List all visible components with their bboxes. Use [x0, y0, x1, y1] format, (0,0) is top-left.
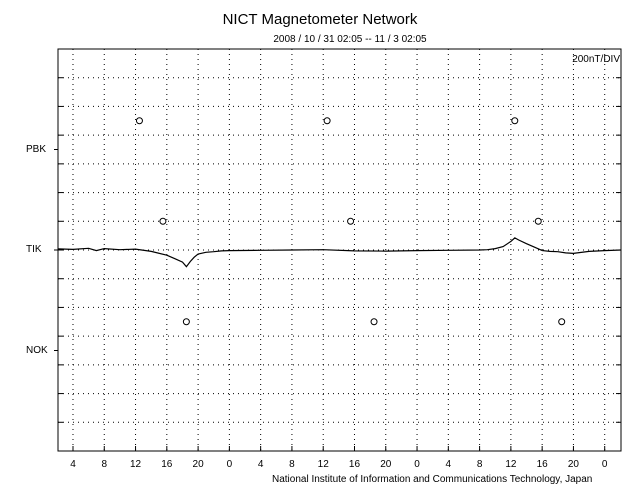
series-line-tik — [57, 237, 622, 268]
station-label-nok: NOK — [26, 344, 48, 356]
midnight-marker-tik — [534, 217, 542, 225]
x-tick-label: 4 — [70, 459, 76, 470]
x-tick-label: 4 — [446, 459, 452, 470]
scale-label: 200nT/DIV — [572, 54, 620, 65]
midnight-marker-nok — [558, 318, 566, 326]
x-tick-label: 12 — [318, 459, 330, 470]
date-range: 2008 / 10 / 31 02:05 -- 11 / 3 02:05 — [273, 34, 427, 45]
midnight-marker-nok — [182, 318, 190, 326]
midnight-marker-pbk — [323, 117, 331, 125]
x-tick-label: 12 — [130, 459, 142, 470]
x-tick-label: 0 — [227, 459, 233, 470]
x-tick-label: 20 — [380, 459, 392, 470]
midnight-marker-tik — [159, 217, 167, 225]
midnight-marker-nok — [370, 318, 378, 326]
x-tick-label: 20 — [568, 459, 580, 470]
x-tick-label: 8 — [477, 459, 483, 470]
midnight-marker-tik — [347, 217, 355, 225]
midnight-marker-pbk — [511, 117, 519, 125]
x-tick-label: 0 — [602, 459, 608, 470]
station-label-tik: TIK — [26, 244, 42, 255]
chart-title: NICT Magnetometer Network — [222, 11, 418, 28]
x-tick-label: 16 — [349, 459, 361, 470]
x-tick-label: 20 — [193, 459, 205, 470]
x-tick-label: 12 — [505, 459, 517, 470]
x-tick-label: 16 — [537, 459, 549, 470]
x-tick-label: 8 — [101, 459, 107, 470]
x-tick-label: 4 — [258, 459, 264, 470]
x-tick-label: 16 — [161, 459, 173, 470]
footer-credit: National Institute of Information and Co… — [272, 474, 593, 485]
x-tick-label: 8 — [289, 459, 295, 470]
x-tick-label: 0 — [414, 459, 420, 470]
station-label-pbk: PBK — [26, 143, 47, 155]
midnight-marker-pbk — [135, 117, 143, 125]
